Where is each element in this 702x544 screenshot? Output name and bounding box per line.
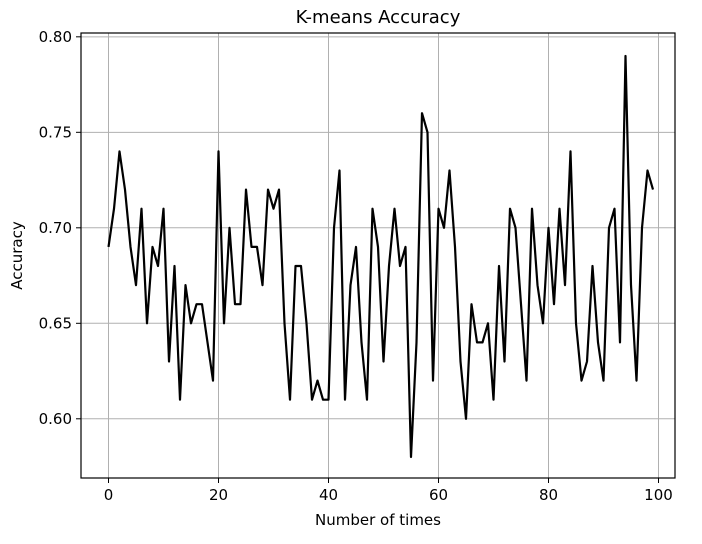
y-tick-label: 0.75 (39, 123, 72, 141)
y-axis-label: Accuracy (8, 221, 26, 290)
chart-title: K-means Accuracy (296, 7, 461, 28)
grid (81, 33, 675, 478)
x-tick-label: 40 (319, 486, 338, 504)
accuracy-series-line (107, 54, 655, 459)
y-tick-label: 0.60 (39, 410, 72, 428)
x-tick-label: 80 (539, 486, 558, 504)
y-tick-label: 0.70 (39, 219, 72, 237)
x-axis-label: Number of times (315, 511, 441, 529)
x-tick-label: 0 (104, 486, 114, 504)
x-tick-label: 100 (644, 486, 673, 504)
x-tick-label: 20 (209, 486, 228, 504)
plot-frame (80, 32, 676, 479)
x-tick-label: 60 (429, 486, 448, 504)
y-tick-label: 0.65 (39, 314, 72, 332)
y-tick-label: 0.80 (39, 28, 72, 46)
axis-ticks: 0 20 40 60 80 100 0.60 0.65 0.70 0.75 0.80 (39, 28, 673, 504)
